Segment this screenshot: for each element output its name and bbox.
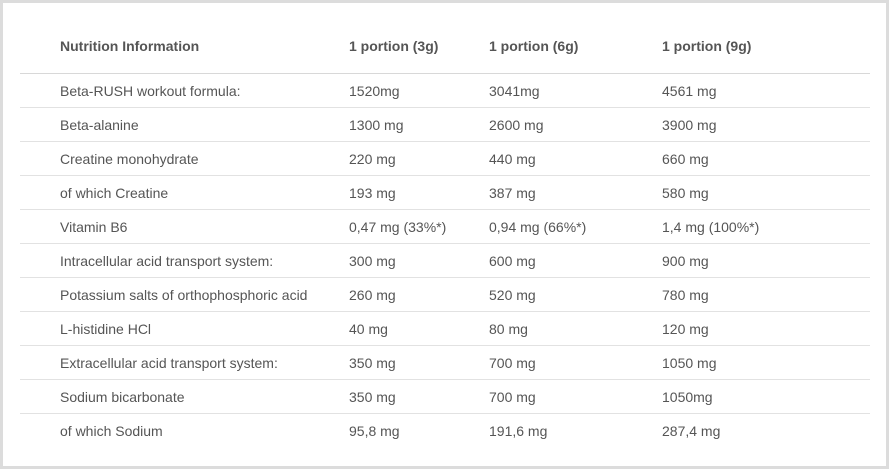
table-row: Sodium bicarbonate 350 mg 700 mg 1050mg	[20, 379, 870, 414]
header-nutrition-information: Nutrition Information	[20, 19, 349, 74]
nutrient-name: Sodium bicarbonate	[20, 379, 349, 414]
nutrient-name: Beta-RUSH workout formula:	[20, 73, 349, 108]
portion-6g-value: 700 mg	[489, 345, 662, 380]
nutrition-table: Nutrition Information 1 portion (3g) 1 p…	[20, 19, 870, 447]
nutrient-name: of which Sodium	[60, 422, 163, 439]
portion-6g-value: 2600 mg	[489, 107, 662, 142]
nutrient-name: Beta-alanine	[20, 107, 349, 142]
portion-3g-value: 350 mg	[349, 379, 489, 414]
portion-6g-value: 700 mg	[489, 379, 662, 414]
portion-9g-value: 1,4 mg (100%*)	[662, 209, 870, 244]
portion-6g-value: 80 mg	[489, 311, 662, 346]
portion-6g-value: 3041mg	[489, 73, 662, 108]
portion-9g-value: 900 mg	[662, 243, 870, 278]
header-portion-6g: 1 portion (6g)	[489, 19, 662, 74]
table-row: Beta-alanine 1300 mg 2600 mg 3900 mg	[20, 107, 870, 142]
table-row: Potassium salts of orthophosphoric acid 2…	[20, 277, 870, 312]
table-row: Intracellular acid transport system: 300 …	[20, 243, 870, 278]
portion-6g-value: 440 mg	[489, 141, 662, 176]
portion-9g-value: 1050 mg	[662, 345, 870, 380]
header-portion-3g: 1 portion (3g)	[349, 19, 489, 74]
nutrient-name: Intracellular acid transport system:	[20, 243, 349, 278]
portion-6g-value: 520 mg	[489, 277, 662, 312]
portion-6g-value: 387 mg	[489, 175, 662, 210]
portion-9g-value: 287,4 mg	[662, 422, 721, 439]
table-row: Beta-RUSH workout formula: 1520mg 3041mg 45…	[20, 73, 870, 108]
portion-3g-value: 1300 mg	[349, 107, 489, 142]
header-portion-9g: 1 portion (9g)	[662, 19, 870, 74]
header-row: Nutrition Information 1 portion (3g) 1 p…	[20, 19, 870, 74]
table-row: Vitamin B6 0,47 mg (33%*) 0,94 mg (66%*) 1,…	[20, 209, 870, 244]
nutrient-name: Extracellular acid transport system:	[20, 345, 349, 380]
portion-9g-value: 3900 mg	[662, 107, 870, 142]
portion-9g-value: 4561 mg	[662, 73, 870, 108]
portion-3g-value: 193 mg	[349, 175, 489, 210]
table-row: of which Sodium 95,8 mg 191,6 mg 287,4 mg	[20, 414, 870, 448]
portion-3g-value: 95,8 mg	[349, 422, 400, 439]
table-row: Creatine monohydrate 220 mg 440 mg 660 mg	[20, 141, 870, 176]
portion-6g-value: 600 mg	[489, 243, 662, 278]
portion-9g-value: 1050mg	[662, 379, 870, 414]
table-row: L-histidine HCl 40 mg 80 mg 120 mg	[20, 311, 870, 346]
portion-3g-value: 220 mg	[349, 141, 489, 176]
portion-6g-value: 191,6 mg	[489, 422, 548, 439]
portion-3g-value: 300 mg	[349, 243, 489, 278]
portion-3g-value: 260 mg	[349, 277, 489, 312]
table-row: Extracellular acid transport system: 350 …	[20, 345, 870, 380]
portion-9g-value: 660 mg	[662, 141, 870, 176]
portion-3g-value: 40 mg	[349, 311, 489, 346]
portion-3g-value: 0,47 mg (33%*)	[349, 209, 489, 244]
table-row: of which Creatine 193 mg 387 mg 580 mg	[20, 175, 870, 210]
portion-9g-value: 120 mg	[662, 311, 870, 346]
nutrient-name: Potassium salts of orthophosphoric acid	[20, 277, 349, 312]
nutrient-name: Creatine monohydrate	[20, 141, 349, 176]
portion-9g-value: 580 mg	[662, 175, 870, 210]
portion-6g-value: 0,94 mg (66%*)	[489, 209, 662, 244]
portion-9g-value: 780 mg	[662, 277, 870, 312]
nutrient-name: L-histidine HCl	[20, 311, 349, 346]
portion-3g-value: 1520mg	[349, 73, 489, 108]
table-header: Nutrition Information 1 portion (3g) 1 p…	[20, 19, 870, 74]
nutrient-name: of which Creatine	[20, 175, 349, 210]
nutrient-name: Vitamin B6	[20, 209, 349, 244]
table-body: Beta-RUSH workout formula: 1520mg 3041mg 45…	[20, 73, 870, 448]
portion-3g-value: 350 mg	[349, 345, 489, 380]
